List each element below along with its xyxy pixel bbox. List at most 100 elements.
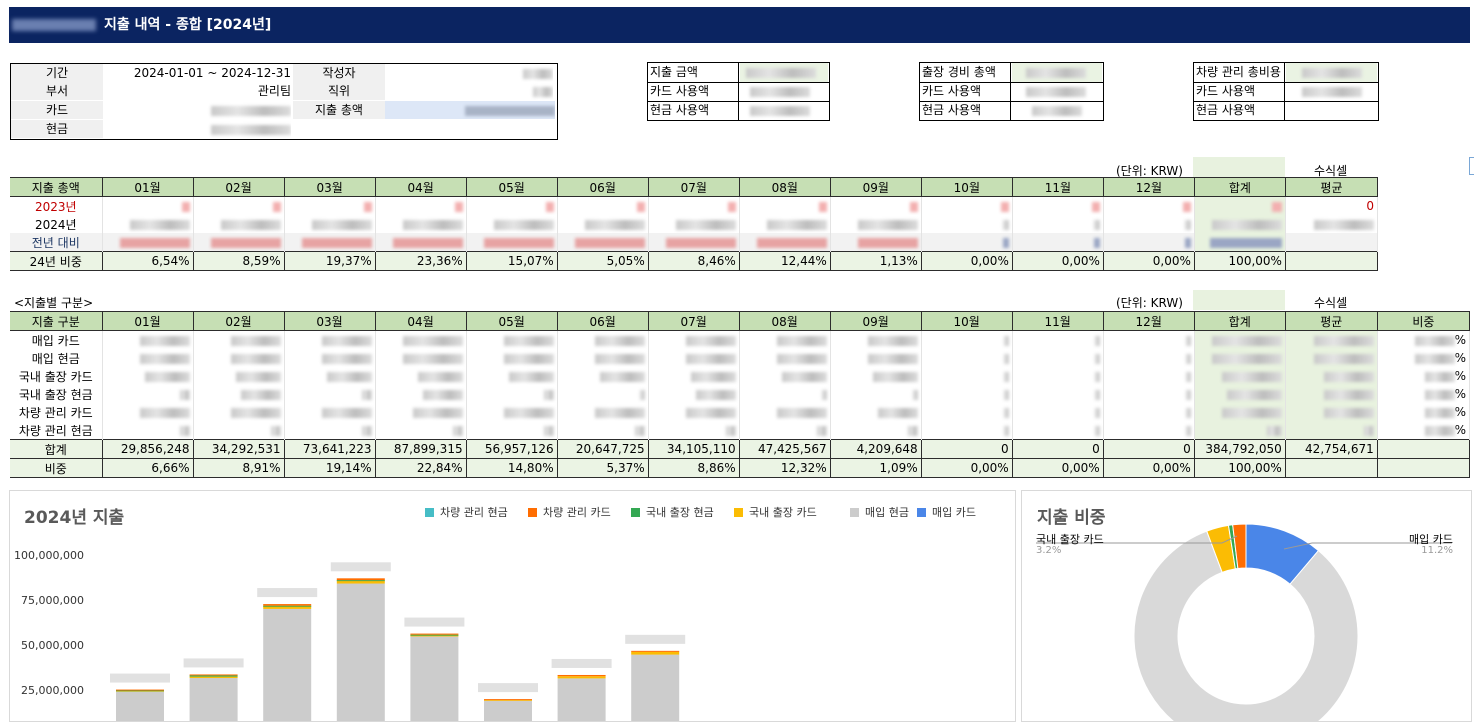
bar-segment[interactable] (116, 691, 164, 721)
table-cell[interactable] (1012, 215, 1104, 233)
table-cell[interactable] (102, 233, 194, 252)
bar-segment[interactable] (116, 690, 164, 692)
share-cell[interactable] (1285, 251, 1379, 271)
table-cell[interactable] (193, 215, 285, 233)
total-cell[interactable]: 4,209,648 (830, 439, 922, 459)
total-cell[interactable]: 0 (921, 439, 1013, 459)
bar-segment[interactable] (631, 654, 680, 721)
table-cell[interactable] (1285, 233, 1379, 252)
table-cell[interactable] (1194, 215, 1286, 233)
share-cell[interactable]: 6,54% (102, 251, 194, 271)
card-value[interactable] (191, 101, 291, 119)
total-cell[interactable]: 384,792,050 (1194, 439, 1286, 459)
share-cell[interactable]: 0,00% (1012, 458, 1104, 478)
total-cell[interactable]: 34,105,110 (648, 439, 740, 459)
table-cell[interactable] (1285, 215, 1379, 233)
total-cell[interactable]: 0 (1012, 439, 1104, 459)
total-cell[interactable]: 87,899,315 (375, 439, 467, 459)
table-cell[interactable] (102, 215, 194, 233)
bar-segment[interactable] (263, 608, 312, 721)
table-cell[interactable] (466, 215, 558, 233)
bar-segment[interactable] (263, 604, 312, 606)
table-cell[interactable] (102, 196, 194, 215)
cash-value[interactable] (191, 120, 291, 138)
table-cell[interactable] (648, 196, 740, 215)
summary-card-value[interactable] (740, 82, 828, 101)
share-cell[interactable] (1285, 458, 1378, 478)
table-cell[interactable] (466, 196, 558, 215)
bar-segment[interactable] (189, 678, 238, 721)
table-cell[interactable] (921, 233, 1013, 252)
table-cell[interactable] (1012, 233, 1104, 252)
bar-segment[interactable] (410, 634, 459, 636)
bar-segment[interactable] (336, 578, 385, 581)
share-cell[interactable]: 19,37% (284, 251, 376, 271)
avg-2023-cell[interactable]: 0 (1285, 196, 1379, 215)
donut-slice[interactable] (1232, 523, 1247, 570)
share-cell[interactable]: 8,46% (648, 251, 740, 271)
bar-segment[interactable] (410, 636, 459, 721)
bar-segment[interactable] (484, 699, 532, 701)
position-value[interactable] (511, 82, 553, 100)
share-cell[interactable]: 0,00% (1103, 251, 1195, 271)
summary-cash-value[interactable] (740, 101, 828, 120)
table-cell[interactable] (557, 196, 649, 215)
table-cell[interactable] (648, 215, 740, 233)
share-cell[interactable]: 100,00% (1194, 251, 1286, 271)
bar-segment[interactable] (557, 676, 606, 679)
summary-cash-value[interactable] (1286, 101, 1377, 120)
bar-segment[interactable] (263, 605, 312, 607)
share-cell[interactable]: 14,80% (466, 458, 558, 478)
share-cell[interactable]: 0,00% (1103, 458, 1195, 478)
table-cell[interactable] (284, 215, 376, 233)
table-cell[interactable] (921, 215, 1013, 233)
summary-value[interactable] (1012, 63, 1102, 82)
share-cell[interactable]: 8,91% (193, 458, 285, 478)
summary-cash-value[interactable] (1012, 101, 1102, 120)
table-cell[interactable] (466, 233, 558, 252)
share-cell[interactable]: 23,36% (375, 251, 467, 271)
total-value[interactable] (385, 101, 555, 119)
table-cell[interactable] (1103, 215, 1195, 233)
bar-segment[interactable] (336, 580, 385, 584)
table-cell[interactable] (375, 196, 467, 215)
dept-value[interactable]: 관리팀 (257, 84, 291, 98)
table-cell[interactable] (1103, 196, 1195, 215)
share-cell[interactable]: 8,59% (193, 251, 285, 271)
bar-segment[interactable] (189, 676, 238, 679)
table-cell[interactable] (1012, 196, 1104, 215)
total-cell[interactable]: 47,425,567 (739, 439, 831, 459)
summary-card-value[interactable] (1286, 82, 1377, 101)
table-cell[interactable] (1103, 233, 1195, 252)
share-cell[interactable]: 0,00% (921, 251, 1013, 271)
table-cell[interactable] (557, 215, 649, 233)
table-cell[interactable] (830, 196, 922, 215)
cell-cursor[interactable] (1469, 157, 1474, 175)
table-cell[interactable] (648, 233, 740, 252)
share-cell[interactable]: 100,00% (1194, 458, 1286, 478)
table-cell[interactable] (830, 233, 922, 252)
table-cell[interactable] (375, 233, 467, 252)
bar-segment[interactable] (484, 699, 532, 701)
share-cell[interactable]: 6,66% (102, 458, 194, 478)
share-cell[interactable]: 1,09% (830, 458, 922, 478)
bar-segment[interactable] (336, 580, 385, 582)
bar-chart-panel[interactable]: 2024년 지출 차량 관리 현금 차량 관리 카드 국내 출장 현금 국내 출장 카… (9, 490, 1016, 722)
table-cell[interactable] (830, 215, 922, 233)
total-cell[interactable]: 0 (1103, 439, 1195, 459)
table-cell[interactable] (375, 215, 467, 233)
share-cell[interactable] (1377, 458, 1471, 478)
table-cell[interactable] (1194, 233, 1286, 252)
bar-segment[interactable] (336, 583, 385, 721)
total-cell[interactable]: 73,641,223 (284, 439, 376, 459)
table-cell[interactable] (921, 196, 1013, 215)
table-cell[interactable] (557, 233, 649, 252)
summary-value[interactable] (740, 63, 828, 82)
author-value[interactable] (511, 64, 553, 82)
table-cell[interactable] (739, 196, 831, 215)
table-cell[interactable] (193, 196, 285, 215)
share-cell[interactable]: 22,84% (375, 458, 467, 478)
period-value[interactable]: 2024-01-01 ~ 2024-12-31 (133, 66, 291, 80)
total-cell[interactable]: 20,647,725 (557, 439, 649, 459)
bar-segment[interactable] (116, 689, 164, 691)
